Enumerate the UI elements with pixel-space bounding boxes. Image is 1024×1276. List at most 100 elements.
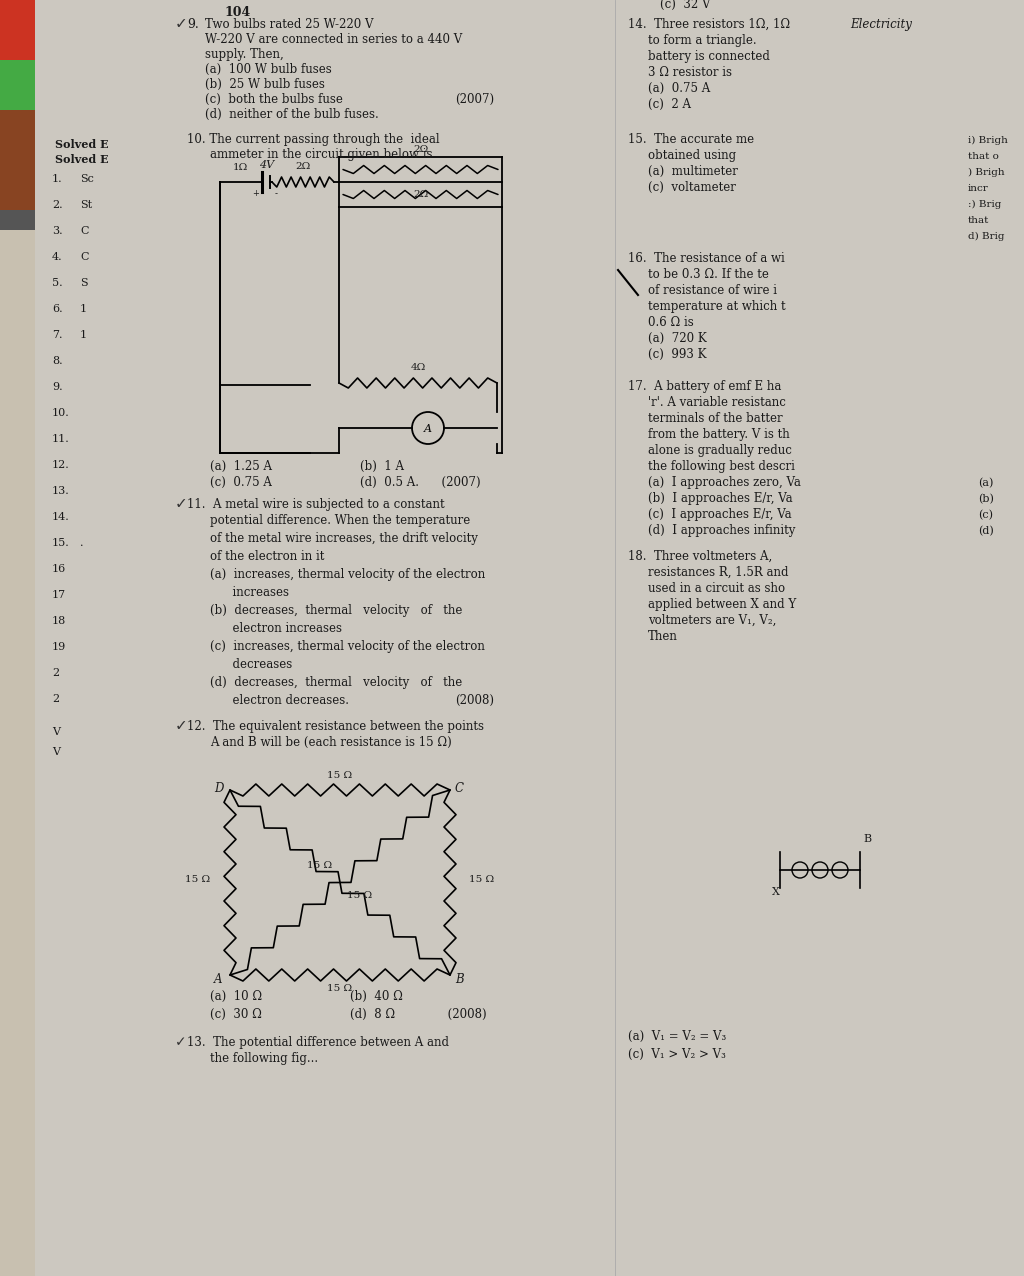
Text: (a)  I approaches zero, Va: (a) I approaches zero, Va: [648, 476, 801, 489]
Text: A and B will be (each resistance is 15 Ω): A and B will be (each resistance is 15 Ω…: [210, 736, 452, 749]
Text: 12.: 12.: [52, 461, 70, 470]
Text: (d)  0.5 A.      (2007): (d) 0.5 A. (2007): [360, 476, 480, 489]
Text: Solved E: Solved E: [55, 154, 109, 165]
Text: 15 Ω: 15 Ω: [469, 875, 495, 884]
Text: 10.: 10.: [52, 408, 70, 419]
Text: +: +: [253, 189, 259, 198]
Bar: [0, 0, 35, 60]
Text: 2: 2: [52, 669, 59, 678]
Text: that o: that o: [968, 152, 998, 161]
Text: (d)  I approaches infinity: (d) I approaches infinity: [648, 524, 796, 537]
Text: 'r'. A variable resistanc: 'r'. A variable resistanc: [648, 396, 785, 410]
Text: 15 Ω: 15 Ω: [347, 891, 373, 900]
Text: (c)  voltameter: (c) voltameter: [648, 181, 736, 194]
Text: 15 Ω: 15 Ω: [328, 984, 352, 993]
Text: (b): (b): [978, 494, 994, 504]
Text: (a)  multimeter: (a) multimeter: [648, 165, 738, 177]
Text: 2: 2: [52, 694, 59, 704]
Text: 7.: 7.: [52, 330, 62, 339]
Text: ✓: ✓: [175, 1035, 186, 1049]
Text: 1: 1: [80, 330, 87, 339]
Text: (c)  32 V: (c) 32 V: [660, 0, 711, 11]
Text: from the battery. V is th: from the battery. V is th: [648, 427, 790, 441]
Text: 3 Ω resistor is: 3 Ω resistor is: [648, 66, 732, 79]
Text: 2Ω: 2Ω: [295, 162, 310, 171]
Text: St: St: [80, 200, 92, 211]
Text: that: that: [968, 216, 989, 225]
Text: of resistance of wire i: of resistance of wire i: [648, 285, 777, 297]
Text: (b)  25 W bulb fuses: (b) 25 W bulb fuses: [205, 78, 325, 91]
Text: (c)  I approaches E/r, Va: (c) I approaches E/r, Va: [648, 508, 792, 521]
Text: (d): (d): [978, 526, 993, 536]
Text: B: B: [863, 835, 871, 843]
Text: 11.: 11.: [52, 434, 70, 444]
Text: decreases: decreases: [210, 658, 292, 671]
Text: supply. Then,: supply. Then,: [205, 48, 284, 61]
Text: 9.: 9.: [52, 382, 62, 392]
Text: to be 0.3 Ω. If the te: to be 0.3 Ω. If the te: [648, 268, 769, 281]
Text: 9.: 9.: [187, 18, 199, 31]
Text: 17.  A battery of emf E ha: 17. A battery of emf E ha: [628, 380, 781, 393]
Text: 10. The current passing through the  ideal: 10. The current passing through the idea…: [187, 133, 439, 145]
Text: incr: incr: [968, 184, 989, 193]
Text: 8.: 8.: [52, 356, 62, 366]
Text: (a)  V₁ = V₂ = V₃: (a) V₁ = V₂ = V₃: [628, 1030, 726, 1042]
Text: 14.: 14.: [52, 512, 70, 522]
Text: C: C: [80, 226, 88, 236]
Text: potential difference. When the temperature: potential difference. When the temperatu…: [210, 514, 470, 527]
Text: 4V: 4V: [259, 160, 274, 170]
Text: 1.: 1.: [52, 174, 62, 184]
Text: Two bulbs rated 25 W-220 V: Two bulbs rated 25 W-220 V: [205, 18, 374, 31]
Text: (d)  decreases,  thermal   velocity   of   the: (d) decreases, thermal velocity of the: [210, 676, 462, 689]
Text: (c)  increases, thermal velocity of the electron: (c) increases, thermal velocity of the e…: [210, 641, 485, 653]
Text: applied between X and Y: applied between X and Y: [648, 598, 797, 611]
Text: (c)  2 A: (c) 2 A: [648, 98, 691, 111]
Text: :) Brig: :) Brig: [968, 200, 1001, 209]
Text: (a)  increases, thermal velocity of the electron: (a) increases, thermal velocity of the e…: [210, 568, 485, 581]
Text: of the metal wire increases, the drift velocity: of the metal wire increases, the drift v…: [210, 532, 478, 545]
Text: A: A: [424, 424, 432, 434]
Bar: [0, 110, 35, 211]
Text: D: D: [214, 782, 223, 795]
Text: A: A: [214, 974, 222, 986]
Text: (c)  0.75 A: (c) 0.75 A: [210, 476, 272, 489]
Text: 3.: 3.: [52, 226, 62, 236]
Text: 13.: 13.: [52, 486, 70, 496]
Text: the following best descri: the following best descri: [648, 461, 795, 473]
Text: ammeter in the circuit given below is: ammeter in the circuit given below is: [210, 148, 432, 161]
Text: (a)  100 W bulb fuses: (a) 100 W bulb fuses: [205, 63, 332, 77]
Bar: [0, 211, 35, 230]
Text: 15 Ω: 15 Ω: [185, 875, 211, 884]
Text: 6.: 6.: [52, 304, 62, 314]
Text: (c)  30 Ω: (c) 30 Ω: [210, 1008, 262, 1021]
Text: -: -: [274, 189, 278, 198]
Text: (b)  40 Ω: (b) 40 Ω: [350, 990, 402, 1003]
Bar: [0, 60, 35, 110]
Text: (c)  V₁ > V₂ > V₃: (c) V₁ > V₂ > V₃: [628, 1048, 726, 1062]
Text: C: C: [455, 782, 464, 795]
Text: 0.6 Ω is: 0.6 Ω is: [648, 316, 693, 329]
Text: 5.: 5.: [52, 278, 62, 288]
Text: 18.  Three voltmeters A,: 18. Three voltmeters A,: [628, 550, 772, 563]
Text: the following fig...: the following fig...: [210, 1051, 318, 1065]
Text: V: V: [52, 727, 60, 738]
Text: used in a circuit as sho: used in a circuit as sho: [648, 582, 785, 595]
Text: (a)  0.75 A: (a) 0.75 A: [648, 82, 711, 94]
Text: (b)  decreases,  thermal   velocity   of   the: (b) decreases, thermal velocity of the: [210, 604, 463, 618]
Text: 19: 19: [52, 642, 67, 652]
Text: battery is connected: battery is connected: [648, 50, 770, 63]
Text: (c): (c): [978, 509, 993, 521]
Text: C: C: [80, 251, 88, 262]
Text: 2Ω: 2Ω: [413, 190, 428, 199]
Text: i) Brigh: i) Brigh: [968, 135, 1008, 145]
Text: (a): (a): [978, 477, 993, 487]
Text: (2007): (2007): [455, 93, 495, 106]
Text: 14.  Three resistors 1Ω, 1Ω: 14. Three resistors 1Ω, 1Ω: [628, 18, 791, 31]
Text: 4.: 4.: [52, 251, 62, 262]
Text: 1: 1: [80, 304, 87, 314]
Text: to form a triangle.: to form a triangle.: [648, 34, 757, 47]
Text: 18: 18: [52, 616, 67, 627]
Text: 15.  The accurate me: 15. The accurate me: [628, 133, 754, 145]
Text: S: S: [80, 278, 88, 288]
Text: B: B: [455, 974, 464, 986]
